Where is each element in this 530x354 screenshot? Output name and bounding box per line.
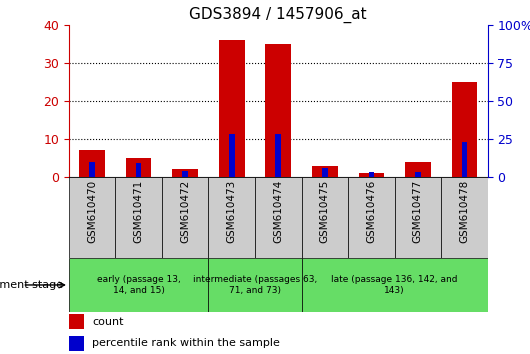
Bar: [219, 40, 244, 177]
Text: GSM610476: GSM610476: [366, 179, 376, 243]
Bar: [162, 177, 208, 258]
Bar: [348, 177, 394, 258]
Bar: [322, 168, 328, 177]
Bar: [208, 258, 302, 312]
Text: GSM610474: GSM610474: [273, 179, 283, 243]
Bar: [69, 177, 116, 258]
Bar: [126, 158, 152, 177]
Bar: [69, 336, 84, 350]
Bar: [136, 163, 142, 177]
Bar: [302, 177, 348, 258]
Bar: [368, 172, 374, 177]
Bar: [405, 162, 430, 177]
Bar: [116, 177, 162, 258]
Bar: [229, 135, 234, 177]
Text: percentile rank within the sample: percentile rank within the sample: [92, 338, 280, 348]
Bar: [69, 314, 84, 329]
Bar: [80, 150, 105, 177]
Text: early (passage 13,
14, and 15): early (passage 13, 14, and 15): [97, 275, 181, 295]
Bar: [312, 166, 338, 177]
Title: GDS3894 / 1457906_at: GDS3894 / 1457906_at: [189, 7, 367, 23]
Bar: [276, 135, 281, 177]
Bar: [90, 162, 95, 177]
Text: GSM610470: GSM610470: [87, 179, 97, 242]
Text: intermediate (passages 63,
71, and 73): intermediate (passages 63, 71, and 73): [193, 275, 317, 295]
Text: count: count: [92, 317, 123, 327]
Bar: [302, 258, 488, 312]
Text: development stage: development stage: [0, 280, 64, 290]
Text: late (passage 136, 142, and
143): late (passage 136, 142, and 143): [331, 275, 458, 295]
Bar: [415, 172, 421, 177]
Bar: [182, 171, 188, 177]
Text: GSM610477: GSM610477: [413, 179, 423, 243]
Text: GSM610473: GSM610473: [227, 179, 237, 243]
Bar: [462, 142, 467, 177]
Bar: [172, 170, 198, 177]
Bar: [255, 177, 302, 258]
Text: GSM610472: GSM610472: [180, 179, 190, 243]
Bar: [394, 177, 441, 258]
Text: GSM610471: GSM610471: [134, 179, 144, 243]
Bar: [441, 177, 488, 258]
Bar: [266, 44, 291, 177]
Bar: [208, 177, 255, 258]
Bar: [452, 82, 477, 177]
Bar: [358, 173, 384, 177]
Text: GSM610475: GSM610475: [320, 179, 330, 243]
Bar: [69, 258, 208, 312]
Text: GSM610478: GSM610478: [460, 179, 470, 243]
